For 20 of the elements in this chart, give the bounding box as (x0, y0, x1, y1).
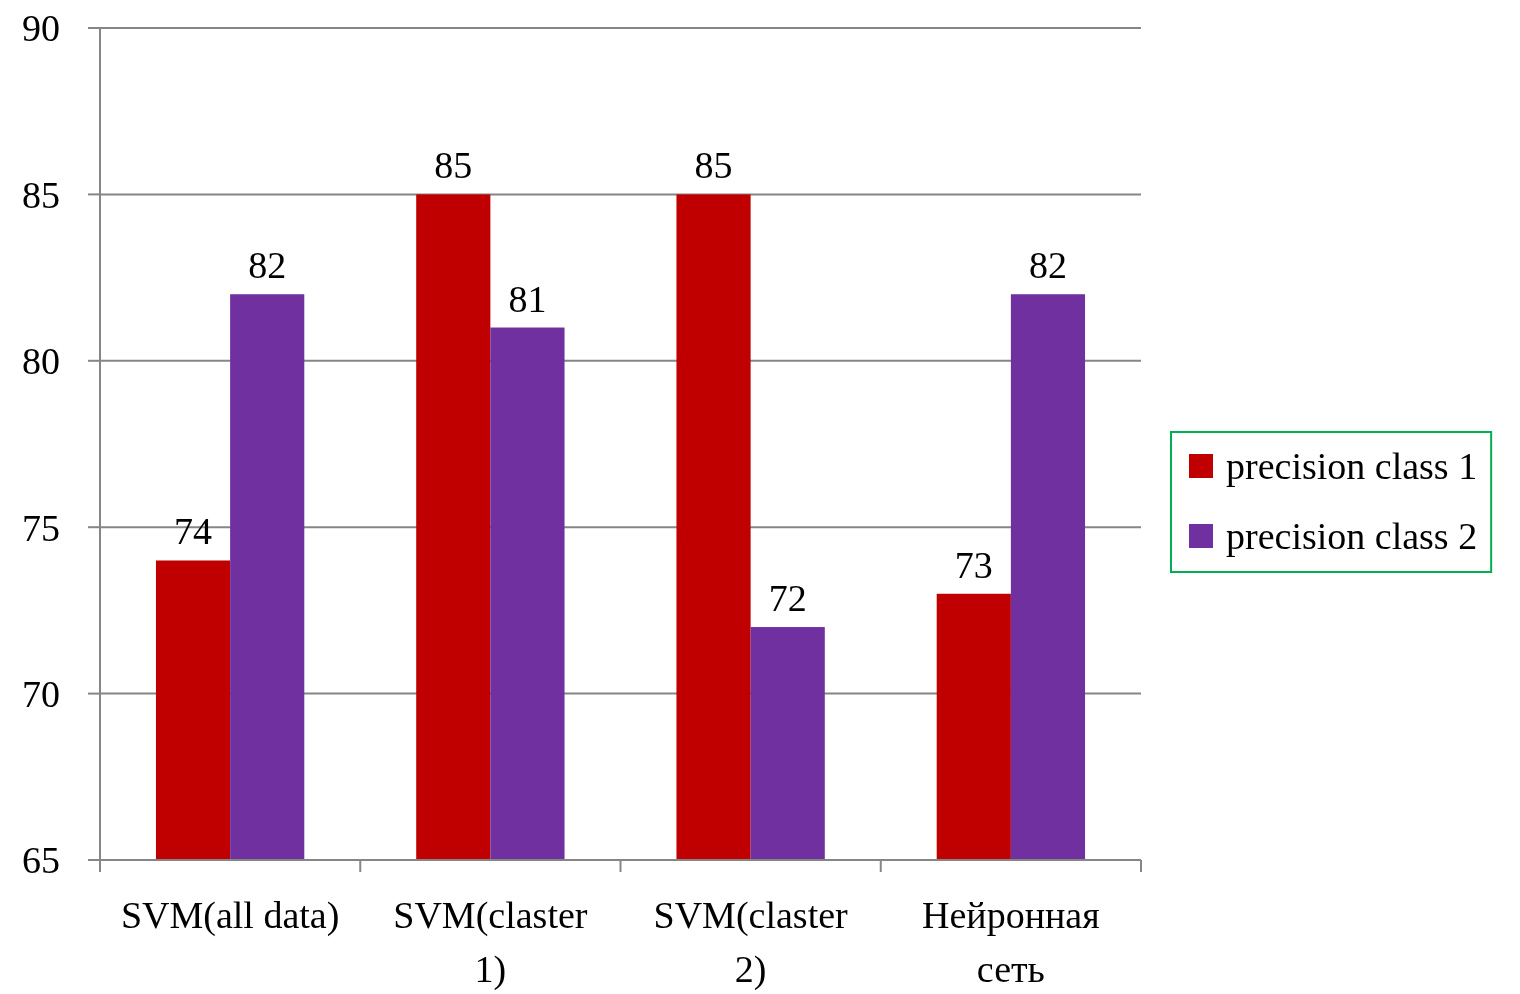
data-label: 85 (694, 144, 733, 187)
legend-label: precision class 2 (1226, 515, 1478, 558)
y-tick-label: 90 (22, 7, 60, 50)
y-tick-label: 80 (22, 340, 60, 383)
y-tick-label: 85 (22, 173, 60, 216)
data-label: 73 (954, 543, 993, 586)
x-tick-label: SVM(all data) (120, 894, 340, 937)
x-tick-label: Нейронная сеть (922, 894, 1100, 990)
data-label: 82 (248, 244, 287, 287)
data-label: 85 (434, 144, 473, 187)
y-tick-label: 65 (22, 839, 60, 882)
data-label: 72 (768, 577, 807, 620)
data-label: 82 (1028, 244, 1067, 287)
y-tick-label: 75 (22, 506, 60, 549)
x-tick-label: SVM(claster 2) (653, 894, 849, 991)
y-tick-label: 70 (22, 672, 60, 715)
x-tick-label: SVM(claster 1) (393, 894, 588, 991)
legend-label: precision class 1 (1226, 445, 1478, 488)
data-label: 74 (174, 510, 213, 553)
data-label: 81 (508, 277, 547, 320)
